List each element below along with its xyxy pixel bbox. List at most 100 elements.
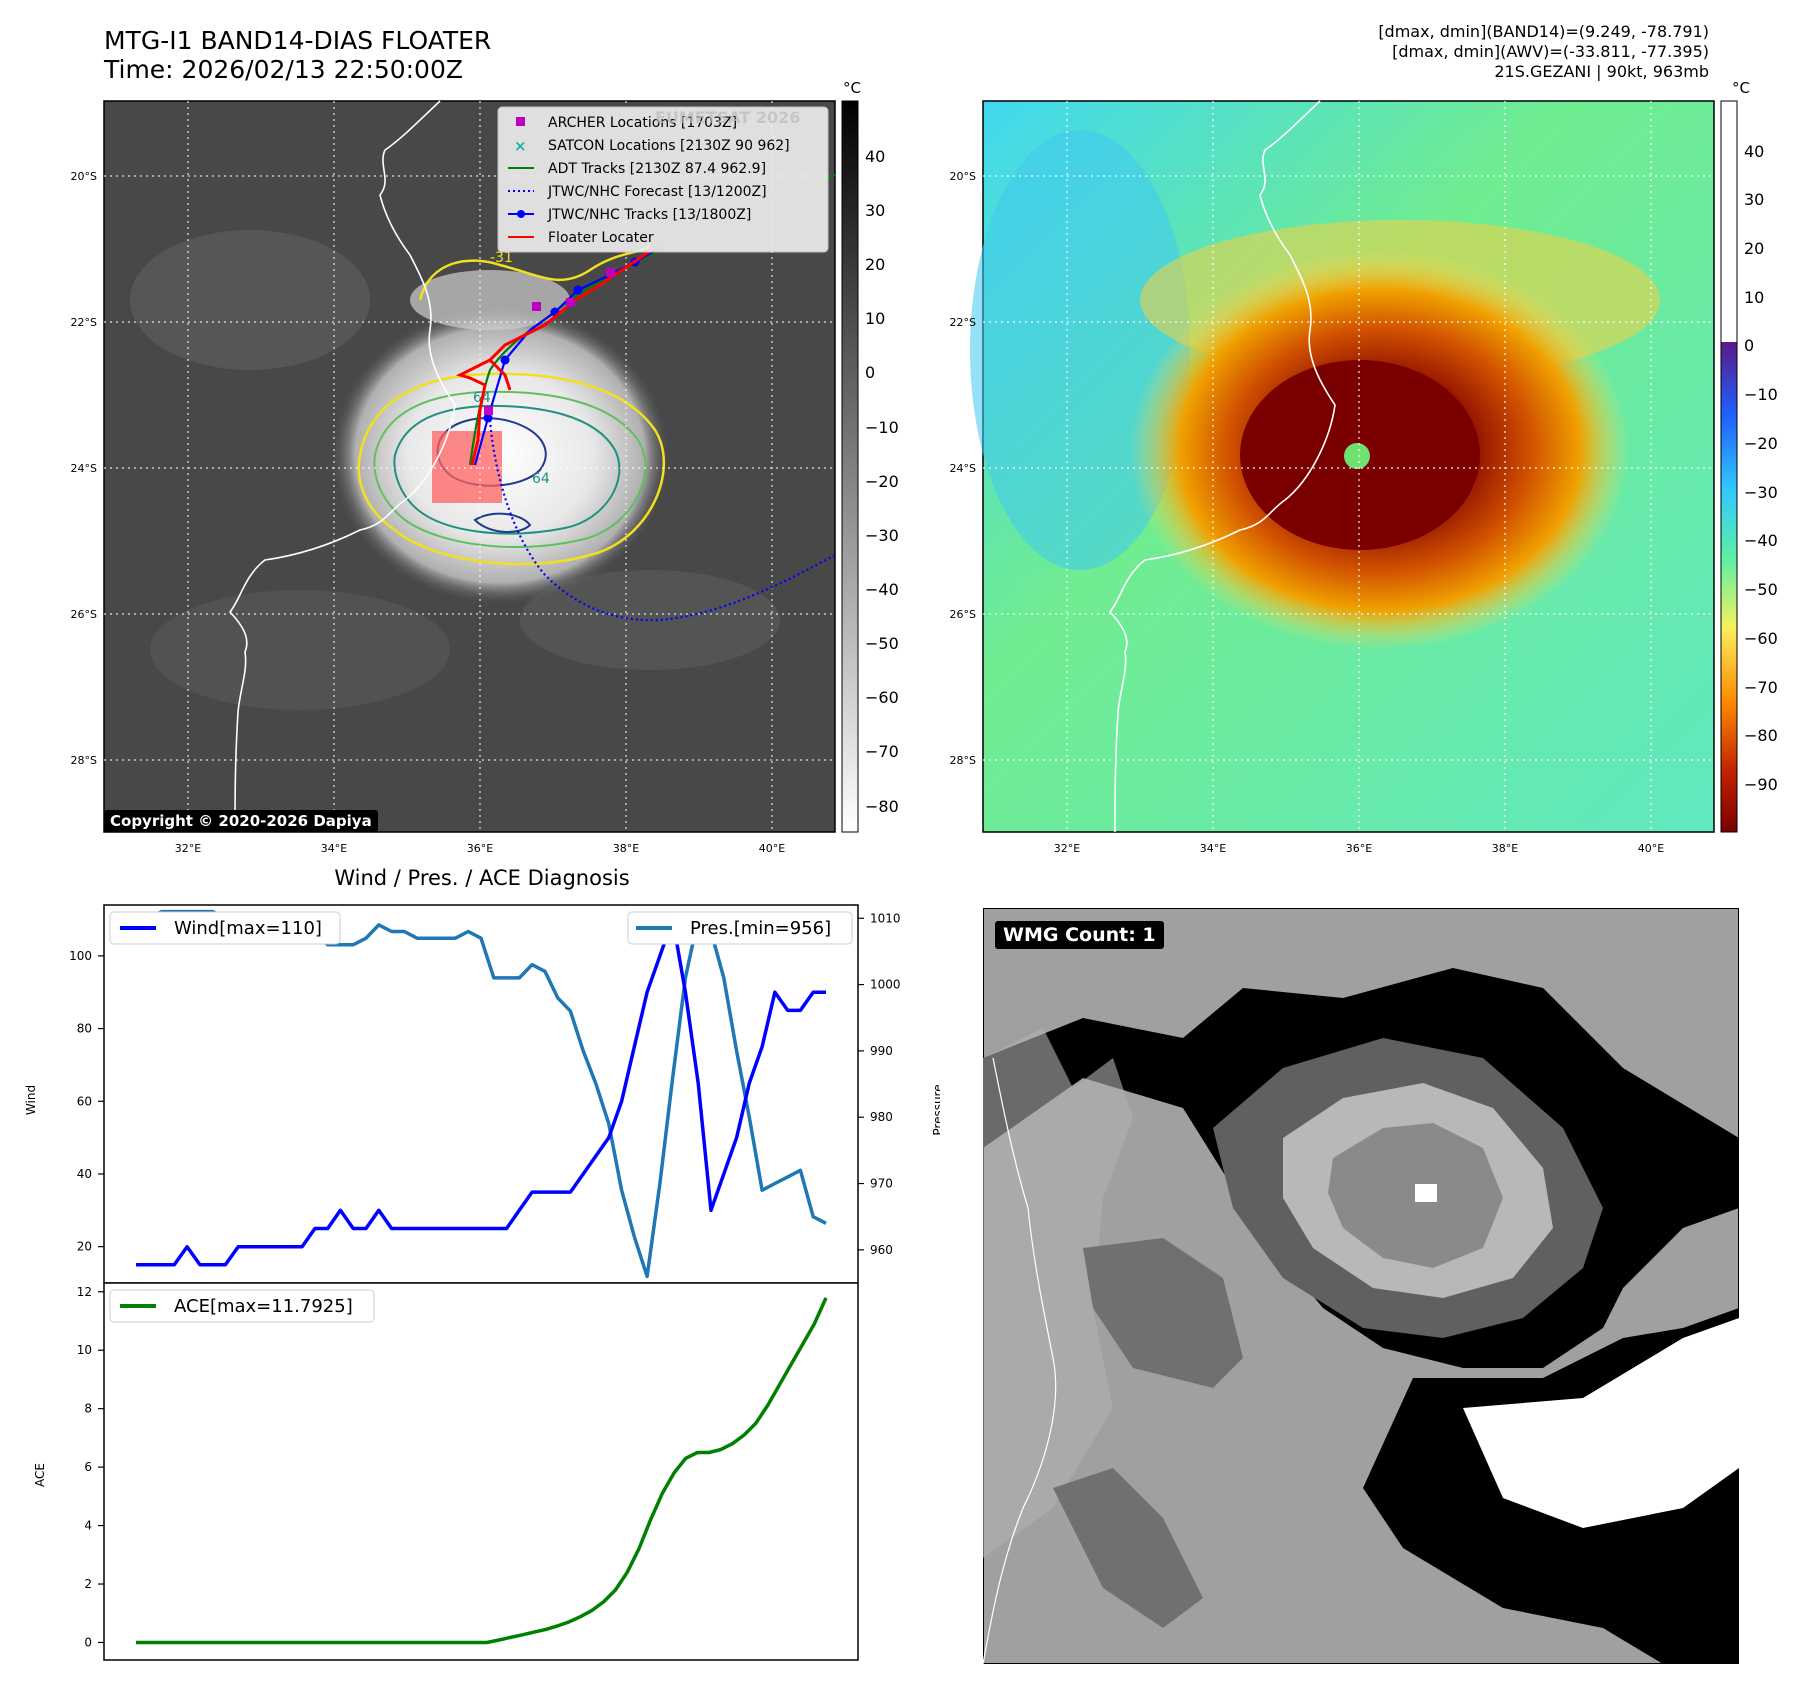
svg-text:10: 10 — [1744, 288, 1764, 307]
ir-contour-yellow — [418, 244, 651, 301]
wind-legend-label: Wind[max=110] — [174, 918, 322, 939]
awv-gridlines — [983, 101, 1714, 832]
svg-text:−70: −70 — [865, 742, 899, 761]
y-tick-label: 20 — [77, 1240, 92, 1254]
lat-label: 28°S — [71, 754, 97, 767]
svg-text:0: 0 — [865, 363, 875, 382]
title-line-1: MTG-I1 BAND14-DIAS FLOATER — [104, 26, 492, 55]
svg-text:−80: −80 — [865, 797, 899, 816]
lon-label: 38°E — [613, 842, 639, 855]
ir-contour-green — [373, 390, 647, 548]
copyright-badge: Copyright © 2020-2026 Dapiya — [104, 810, 378, 832]
diagnosis-title: Wind / Pres. / ACE Diagnosis — [334, 866, 630, 890]
ace-y-ticks: 0 2 4 6 8 10 12 — [77, 1285, 104, 1649]
wmg-count-label: WMG Count: 1 — [995, 921, 1164, 949]
contour-label: -31 — [490, 250, 513, 266]
ace-axis-label: ACE — [33, 1463, 47, 1487]
ace-series-line — [136, 1297, 828, 1645]
info-awv-range: [dmax, dmin](AWV)=(-33.811, -77.395) — [1392, 42, 1709, 61]
y-tick-label: 100 — [69, 949, 92, 963]
svg-text:−30: −30 — [865, 526, 899, 545]
wind-y-ticks: 20 40 60 80 100 — [69, 949, 104, 1254]
diagnosis-chart: 20 40 60 80 100 960 970 980 990 1000 1010 0 2 4 6 8 10… — [24, 904, 900, 1661]
legend-satcon: SATCON Locations [2130Z 90 962] — [548, 138, 790, 154]
awv-coastline — [1108, 100, 1336, 833]
lon-label: 36°E — [467, 842, 493, 855]
lon-label: 40°E — [759, 842, 785, 855]
svg-text:40: 40 — [865, 147, 885, 166]
lat-label: 22°S — [950, 316, 976, 329]
ir-cirrus-patch — [520, 570, 780, 670]
pressure-y-ticks: 960 970 980 990 1000 1010 — [858, 911, 900, 1257]
lat-label: 26°S — [950, 608, 976, 621]
svg-text:−10: −10 — [865, 418, 899, 437]
ir-panel: 64 64 -31 ARCHER Locations [1703Z] × SAT… — [71, 79, 1778, 855]
lon-label: 36°E — [1346, 842, 1372, 855]
svg-text:−60: −60 — [1744, 629, 1778, 648]
y-tick-label: 80 — [77, 1022, 92, 1036]
y-tick-label: 4 — [84, 1519, 92, 1533]
archer-markers — [484, 268, 615, 415]
svg-text:20: 20 — [1744, 239, 1764, 258]
lon-label: 38°E — [1492, 842, 1518, 855]
lon-label: 34°E — [321, 842, 347, 855]
legend-floater: Floater Locater — [548, 230, 654, 246]
lat-label: 28°S — [950, 754, 976, 767]
lat-label: 22°S — [71, 316, 97, 329]
lat-label: 20°S — [71, 170, 97, 183]
y-tick-label: 40 — [77, 1167, 92, 1181]
svg-text:−40: −40 — [1744, 531, 1778, 550]
watermark: EUMETSAT 2026 — [655, 108, 800, 127]
ir-cirrus-patch — [150, 590, 450, 710]
ir-lon-labels: 32°E 34°E 36°E 38°E 40°E — [175, 842, 785, 855]
wmg-land-region — [983, 1028, 1133, 1558]
wind-legend: Wind[max=110] — [109, 911, 341, 945]
svg-text:−80: −80 — [1744, 726, 1778, 745]
pressure-label-holder: Pressure — [931, 1084, 940, 1135]
ir-contour-yellow — [357, 372, 665, 566]
ir-lat-labels: 20°S 22°S 24°S 26°S 28°S — [71, 170, 97, 767]
lat-label: 24°S — [71, 462, 97, 475]
svg-text:−50: −50 — [865, 634, 899, 653]
ir-rainband — [410, 270, 570, 330]
wind-axis-label: Wind — [24, 1085, 38, 1115]
y-tick-label: 12 — [77, 1285, 92, 1299]
wind-pressure-axes — [103, 904, 859, 1284]
legend-jtwc-tracks: JTWC/NHC Tracks [13/1800Z] — [547, 207, 751, 223]
wmg-coastline — [983, 1057, 1057, 1664]
y-tick-label: 960 — [870, 1243, 893, 1257]
svg-text:−20: −20 — [865, 472, 899, 491]
ir-contour-navy — [473, 512, 532, 533]
pressure-legend: Pres.[min=956] — [627, 911, 853, 945]
svg-text:40: 40 — [1744, 142, 1764, 161]
info-block: [dmax, dmin](BAND14)=(9.249, -78.791) [d… — [1378, 22, 1709, 82]
awv-eye — [1344, 443, 1370, 469]
awv-colorbar-unit: °C — [1732, 79, 1750, 97]
svg-text:−30: −30 — [1744, 483, 1778, 502]
wmg-white-patch — [1463, 1318, 1739, 1528]
svg-text:×: × — [514, 137, 527, 155]
awv-colorbar-ticks: 40 30 20 10 0 −10 −20 −30 −40 −50 −60 −7… — [1744, 142, 1778, 794]
lon-label: 40°E — [1638, 842, 1664, 855]
y-tick-label: 970 — [870, 1177, 893, 1191]
coastline — [228, 100, 456, 833]
lat-label: 26°S — [71, 608, 97, 621]
ace-legend: ACE[max=11.7925] — [109, 1289, 375, 1323]
y-tick-label: 60 — [77, 1094, 92, 1108]
svg-text:10: 10 — [865, 309, 885, 328]
y-tick-label: 8 — [84, 1402, 92, 1416]
wind-series-line — [136, 917, 826, 1267]
y-tick-label: 990 — [870, 1044, 893, 1058]
svg-text:30: 30 — [865, 201, 885, 220]
ir-colorbar — [841, 100, 859, 833]
y-tick-label: 0 — [84, 1635, 92, 1649]
y-tick-label: 1010 — [870, 911, 900, 925]
ace-axes — [103, 1282, 859, 1661]
title-timestamp: Time: 2026/02/13 22:50:00Z — [104, 55, 463, 84]
lat-label: 20°S — [950, 170, 976, 183]
ace-legend-label: ACE[max=11.7925] — [174, 1296, 353, 1317]
info-storm: 21S.GEZANI | 90kt, 963mb — [1494, 62, 1709, 81]
ir-contour-teal — [393, 404, 621, 535]
svg-text:−10: −10 — [1744, 385, 1778, 404]
svg-text:−60: −60 — [865, 688, 899, 707]
